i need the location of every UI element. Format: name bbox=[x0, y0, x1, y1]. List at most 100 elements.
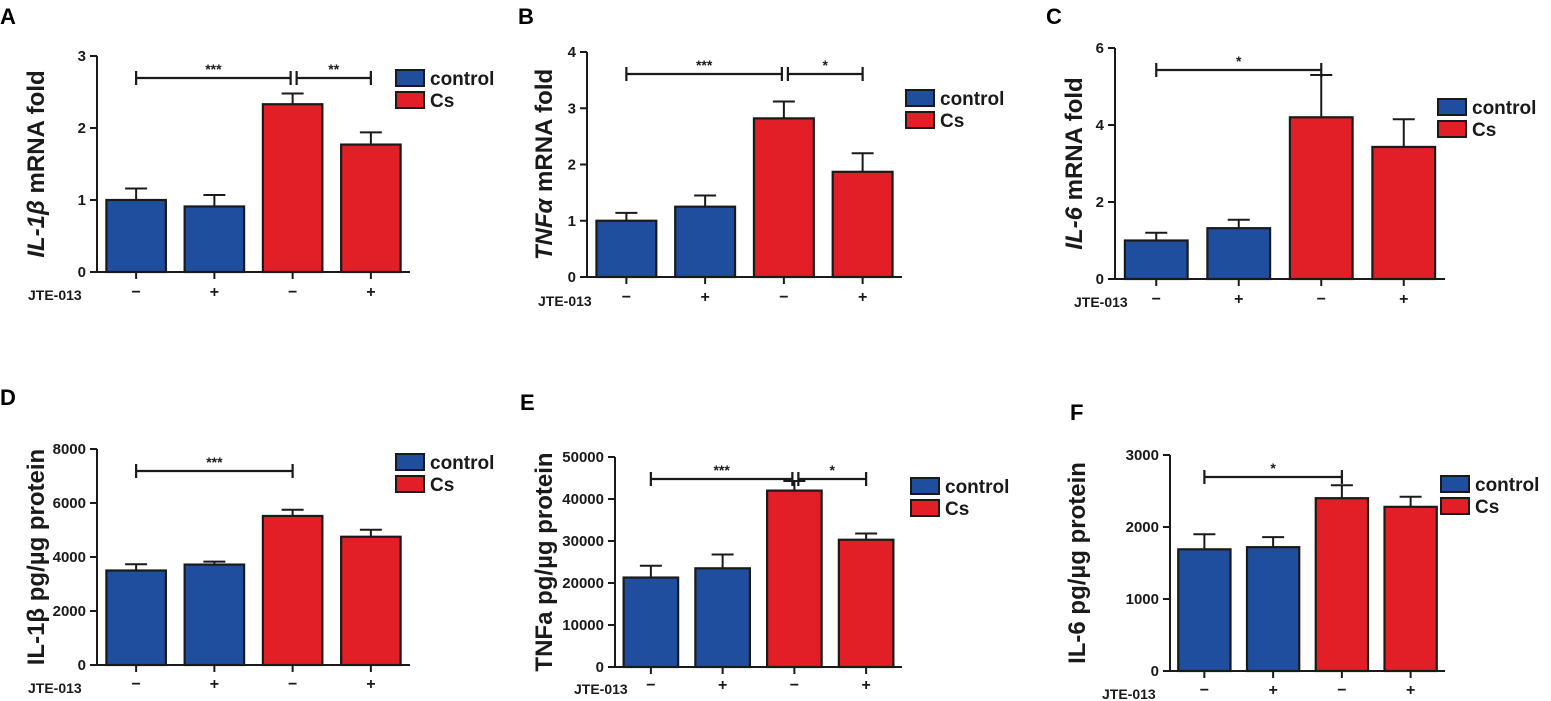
significance-bracket bbox=[135, 464, 294, 478]
y-tick-label: 2 bbox=[1096, 194, 1104, 211]
treatment-mark: + bbox=[1234, 291, 1243, 308]
significance-label: * bbox=[830, 462, 836, 478]
treatment-mark: − bbox=[790, 677, 799, 694]
legend-label-control: control bbox=[940, 89, 1004, 110]
error-bar bbox=[203, 560, 226, 565]
error-bar bbox=[1392, 118, 1415, 147]
legend-label-cs: Cs bbox=[430, 475, 454, 496]
bar-cs-3 bbox=[261, 514, 324, 667]
treatment-mark: − bbox=[1317, 291, 1326, 308]
treatment-mark: + bbox=[210, 676, 219, 693]
error-bar bbox=[851, 152, 874, 172]
bar-cs-4 bbox=[1383, 505, 1438, 673]
error-bar bbox=[281, 508, 304, 516]
significance-bracket bbox=[649, 472, 794, 486]
legend-label-cs: Cs bbox=[945, 499, 969, 520]
legend-swatch-control bbox=[1437, 98, 1467, 116]
error-bar bbox=[1262, 536, 1285, 548]
treatment-mark: − bbox=[1152, 291, 1161, 308]
error-bar bbox=[125, 187, 148, 200]
treatment-mark: − bbox=[288, 676, 297, 693]
y-tick-label: 1000 bbox=[1126, 591, 1159, 608]
bar-cs-3 bbox=[766, 489, 823, 669]
legend-swatch-control bbox=[395, 69, 425, 87]
error-bar bbox=[1310, 73, 1333, 118]
legend-swatch-control bbox=[395, 453, 425, 471]
y-tick-label: 1 bbox=[568, 213, 576, 230]
significance-label: *** bbox=[206, 454, 223, 470]
legend-label-control: control bbox=[1472, 98, 1536, 119]
significance-bracket bbox=[1203, 470, 1343, 484]
treatment-mark: + bbox=[210, 284, 219, 301]
significance-label: *** bbox=[696, 57, 713, 73]
legend-label-cs: Cs bbox=[1472, 120, 1496, 141]
treatment-mark: − bbox=[288, 284, 297, 301]
y-tick-label: 4 bbox=[568, 44, 577, 61]
bar-cs-4 bbox=[837, 538, 895, 669]
bar-control-1 bbox=[1177, 548, 1232, 673]
y-tick-label: 4000 bbox=[53, 549, 86, 566]
error-bar bbox=[203, 193, 226, 207]
treatment-label: JTE-013 bbox=[28, 287, 82, 303]
panel-letter: D bbox=[0, 385, 16, 410]
error-bar bbox=[1399, 495, 1422, 507]
error-bar bbox=[1145, 231, 1168, 241]
bar-control-2 bbox=[674, 205, 737, 279]
legend-label-cs: Cs bbox=[1475, 497, 1499, 518]
treatment-label: JTE-013 bbox=[1074, 294, 1128, 310]
bar-control-1 bbox=[595, 219, 658, 279]
treatment-label: JTE-013 bbox=[1102, 686, 1156, 701]
error-bar bbox=[694, 194, 717, 207]
treatment-mark: + bbox=[1268, 682, 1277, 699]
y-tick-label: 20000 bbox=[562, 575, 604, 592]
legend-label-control: control bbox=[945, 477, 1009, 498]
significance-label: * bbox=[1270, 460, 1276, 476]
treatment-mark: − bbox=[622, 289, 631, 306]
error-bar bbox=[711, 553, 734, 569]
panel-letter: E bbox=[520, 390, 535, 415]
bar-cs-3 bbox=[1314, 497, 1370, 673]
error-bar bbox=[1227, 218, 1250, 229]
error-bar bbox=[615, 211, 638, 221]
y-tick-label: 0 bbox=[1151, 663, 1159, 680]
y-axis-label: IL-1β pg/µg protein bbox=[23, 449, 50, 665]
treatment-mark: + bbox=[366, 284, 375, 301]
legend-label-control: control bbox=[1475, 475, 1539, 496]
treatment-mark: + bbox=[366, 676, 375, 693]
panel-letter: A bbox=[0, 4, 16, 29]
legend-swatch-control bbox=[1440, 475, 1470, 493]
y-tick-label: 2000 bbox=[53, 603, 86, 620]
y-tick-label: 3 bbox=[78, 48, 86, 65]
y-tick-label: 4 bbox=[1096, 117, 1105, 134]
legend-swatch-cs bbox=[1437, 120, 1467, 138]
significance-label: *** bbox=[205, 61, 222, 77]
y-axis-label: IL-6 pg/µg protein bbox=[1064, 462, 1091, 664]
significance-label: *** bbox=[713, 462, 730, 478]
bar-control-1 bbox=[105, 198, 167, 274]
bar-control-2 bbox=[694, 567, 751, 669]
y-tick-label: 0 bbox=[78, 264, 86, 281]
treatment-mark: − bbox=[779, 289, 788, 306]
panel-letter: B bbox=[518, 4, 534, 29]
legend-label-control: control bbox=[430, 69, 494, 90]
treatment-mark: − bbox=[131, 284, 140, 301]
legend-swatch-control bbox=[905, 89, 935, 107]
y-tick-label: 2000 bbox=[1126, 519, 1159, 536]
error-bar bbox=[359, 528, 382, 537]
y-axis-label: TNFα mRNA fold bbox=[531, 69, 558, 260]
error-bar bbox=[1330, 484, 1353, 499]
error-bar bbox=[639, 564, 662, 578]
treatment-mark: + bbox=[1399, 291, 1408, 308]
y-tick-label: 50000 bbox=[562, 449, 604, 466]
bar-control-2 bbox=[183, 563, 246, 667]
error-bar bbox=[125, 563, 148, 571]
y-tick-label: 6000 bbox=[53, 495, 86, 512]
y-tick-label: 30000 bbox=[562, 533, 604, 550]
treatment-mark: + bbox=[718, 677, 727, 694]
bar-cs-3 bbox=[752, 117, 815, 279]
